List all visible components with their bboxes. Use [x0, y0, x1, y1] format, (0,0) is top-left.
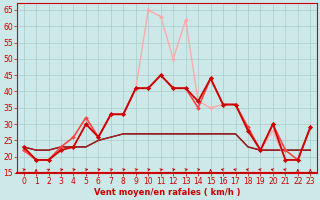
X-axis label: Vent moyen/en rafales ( km/h ): Vent moyen/en rafales ( km/h ) [94, 188, 240, 197]
